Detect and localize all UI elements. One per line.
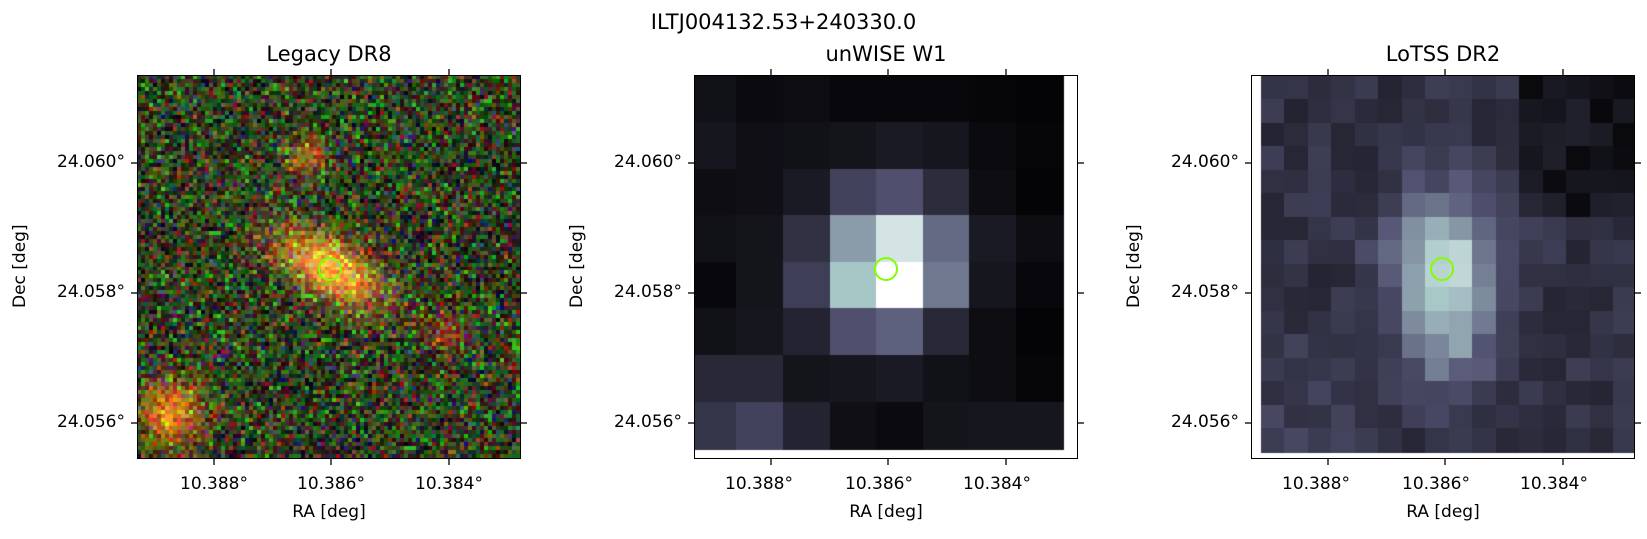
ytick-label: 24.060°	[614, 152, 682, 172]
unwise-image-axes	[694, 75, 1078, 459]
ytick-label: 24.056°	[1171, 412, 1239, 432]
xtick-label: 10.386°	[297, 474, 365, 494]
xtick-label: 10.386°	[1402, 474, 1470, 494]
x-axis-label: RA [deg]	[1406, 502, 1480, 522]
xtick-label: 10.388°	[1282, 474, 1350, 494]
ytick-label: 24.056°	[57, 412, 125, 432]
lotss-image	[1252, 76, 1634, 458]
xtick-label: 10.388°	[725, 474, 793, 494]
source-marker	[318, 257, 342, 281]
xtick-label: 10.384°	[415, 474, 483, 494]
ytick-label: 24.058°	[614, 282, 682, 302]
x-axis-label: RA [deg]	[292, 502, 366, 522]
xtick-label: 10.384°	[963, 474, 1031, 494]
panel-title-unwise: unWISE W1	[825, 42, 947, 66]
ytick-label: 24.056°	[614, 412, 682, 432]
source-marker	[874, 257, 898, 281]
unwise-image	[695, 76, 1077, 458]
ytick-label: 24.058°	[57, 282, 125, 302]
legacy-image-axes	[137, 75, 521, 459]
source-marker	[1430, 257, 1454, 281]
figure-title: ILTJ004132.53+240330.0	[650, 10, 917, 34]
panel-title-legacy: Legacy DR8	[266, 42, 392, 66]
xtick-label: 10.384°	[1520, 474, 1588, 494]
x-axis-label: RA [deg]	[849, 502, 923, 522]
panel-title-lotss: LoTSS DR2	[1385, 42, 1501, 66]
lotss-image-axes	[1251, 75, 1635, 459]
ytick-label: 24.060°	[1171, 152, 1239, 172]
xtick-label: 10.388°	[180, 474, 248, 494]
ytick-label: 24.058°	[1171, 282, 1239, 302]
legacy-image	[138, 76, 520, 458]
ytick-label: 24.060°	[57, 152, 125, 172]
xtick-label: 10.386°	[845, 474, 913, 494]
